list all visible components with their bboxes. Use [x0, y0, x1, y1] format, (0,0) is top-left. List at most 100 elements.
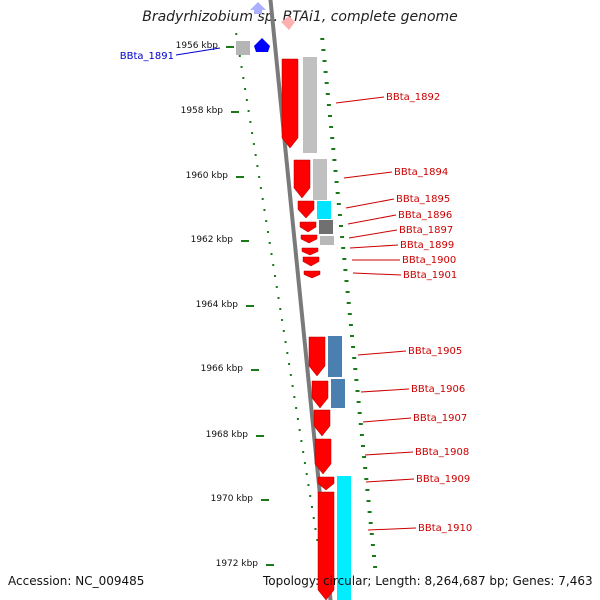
ruler-dot [350, 335, 354, 337]
gene-label-bbta-1909[interactable]: BBta_1909 [416, 474, 470, 485]
ruler-dot [324, 82, 329, 84]
forward-gene-arrow[interactable] [293, 159, 311, 199]
ruler-tick [231, 111, 239, 113]
forward-gene-arrow[interactable] [299, 221, 317, 233]
ruler-dot [361, 445, 365, 447]
ruler-dot [353, 368, 358, 370]
accession-label: Accession: NC_009485 [8, 574, 145, 588]
gene-label-bbta-1907[interactable]: BBta_1907 [413, 413, 467, 424]
ruler-dot [332, 159, 337, 161]
forward-gene-arrow[interactable] [301, 247, 319, 256]
ruler-label: 1960 kbp [186, 171, 229, 181]
ruler-dot [286, 352, 289, 354]
gene-label-bbta-1900[interactable]: BBta_1900 [402, 255, 456, 266]
ruler-tick [261, 499, 269, 501]
ruler-dot [367, 511, 372, 513]
ruler-label: 1966 kbp [201, 364, 244, 374]
ruler-dot [289, 374, 292, 376]
gene-feature-box[interactable] [337, 476, 351, 600]
forward-gene-arrow[interactable] [317, 491, 335, 600]
reverse-gene-arrow[interactable] [254, 38, 270, 52]
ruler-dot [329, 126, 334, 128]
ruler-dot [341, 247, 346, 249]
gene-label-bbta-1894[interactable]: BBta_1894 [394, 167, 448, 178]
ruler-dot [368, 522, 373, 524]
gene-label-leader [175, 47, 221, 56]
ruler-dot [270, 253, 273, 255]
gene-feature-box[interactable] [303, 57, 317, 153]
ruler-dot [326, 104, 331, 106]
gene-label-bbta-1895[interactable]: BBta_1895 [396, 194, 450, 205]
forward-gene-arrow[interactable] [308, 336, 326, 377]
forward-gene-arrow[interactable] [302, 256, 320, 267]
ruler-label: 1956 kbp [176, 41, 219, 51]
ruler-dot [305, 473, 308, 475]
gene-feature-box[interactable] [317, 201, 331, 219]
ruler-dot [320, 38, 325, 40]
gene-feature-box[interactable] [328, 336, 342, 377]
forward-gene-arrow[interactable] [314, 438, 332, 475]
ruler-dot [249, 121, 252, 123]
ruler-dot [312, 517, 315, 519]
ruler-dot [362, 456, 367, 458]
ruler-tick [236, 176, 244, 178]
ruler-dot [274, 275, 276, 277]
ruler-dot [337, 214, 342, 216]
forward-gene-arrow[interactable] [281, 16, 295, 30]
ruler-dot [352, 357, 357, 359]
gene-label-bbta-1891[interactable]: BBta_1891 [120, 51, 174, 62]
forward-gene-arrow[interactable] [311, 380, 329, 409]
forward-gene-arrow[interactable] [313, 409, 331, 437]
gene-label-bbta-1901[interactable]: BBta_1901 [403, 270, 457, 281]
reverse-gene-arrow[interactable] [250, 2, 266, 14]
ruler-dot [334, 181, 339, 183]
ruler-dot [279, 308, 282, 310]
gene-label-bbta-1906[interactable]: BBta_1906 [411, 384, 465, 395]
gene-feature-box[interactable] [319, 220, 333, 234]
ruler-dot [356, 401, 361, 403]
forward-gene-arrow[interactable] [281, 58, 299, 149]
gene-label-leader [362, 417, 412, 423]
gene-label-bbta-1908[interactable]: BBta_1908 [415, 447, 469, 458]
ruler-dot [275, 286, 278, 288]
gene-label-leader [347, 214, 397, 225]
forward-gene-arrow[interactable] [317, 476, 335, 491]
gene-label-leader [348, 229, 398, 239]
ruler-dot [351, 346, 356, 348]
gene-feature-box[interactable] [331, 379, 345, 408]
ruler-dot [302, 451, 305, 453]
forward-gene-arrow[interactable] [303, 270, 321, 279]
ruler-dot [373, 566, 378, 568]
ruler-dot [322, 60, 327, 62]
gene-feature-box[interactable] [320, 236, 334, 245]
forward-gene-arrow[interactable] [297, 200, 315, 219]
ruler-dot [336, 203, 341, 205]
ruler-tick [256, 435, 264, 437]
gene-label-bbta-1899[interactable]: BBta_1899 [400, 240, 454, 251]
ruler-dot [333, 170, 338, 172]
ruler-dot [369, 533, 374, 535]
gene-label-bbta-1897[interactable]: BBta_1897 [399, 225, 453, 236]
gene-label-leader [335, 96, 385, 104]
gene-label-bbta-1892[interactable]: BBta_1892 [386, 92, 440, 103]
gene-label-bbta-1905[interactable]: BBta_1905 [408, 346, 462, 357]
ruler-label: 1958 kbp [181, 106, 224, 116]
gene-label-bbta-1896[interactable]: BBta_1896 [398, 210, 452, 221]
ruler-dot [259, 187, 262, 189]
ruler-dot [365, 489, 370, 491]
forward-gene-arrow[interactable] [300, 234, 318, 244]
ruler-dot [284, 341, 287, 343]
reverse-gene-feature[interactable] [236, 41, 250, 55]
gene-label-leader [345, 198, 395, 209]
gene-label-leader [357, 350, 407, 356]
ruler-label: 1968 kbp [206, 430, 249, 440]
ruler-dot [247, 110, 250, 112]
gene-label-bbta-1910[interactable]: BBta_1910 [418, 523, 472, 534]
gene-feature-box[interactable] [313, 159, 327, 200]
gene-label-leader [365, 478, 415, 483]
ruler-dot [242, 77, 245, 79]
ruler-dot [359, 434, 364, 436]
ruler-dot [295, 407, 298, 409]
